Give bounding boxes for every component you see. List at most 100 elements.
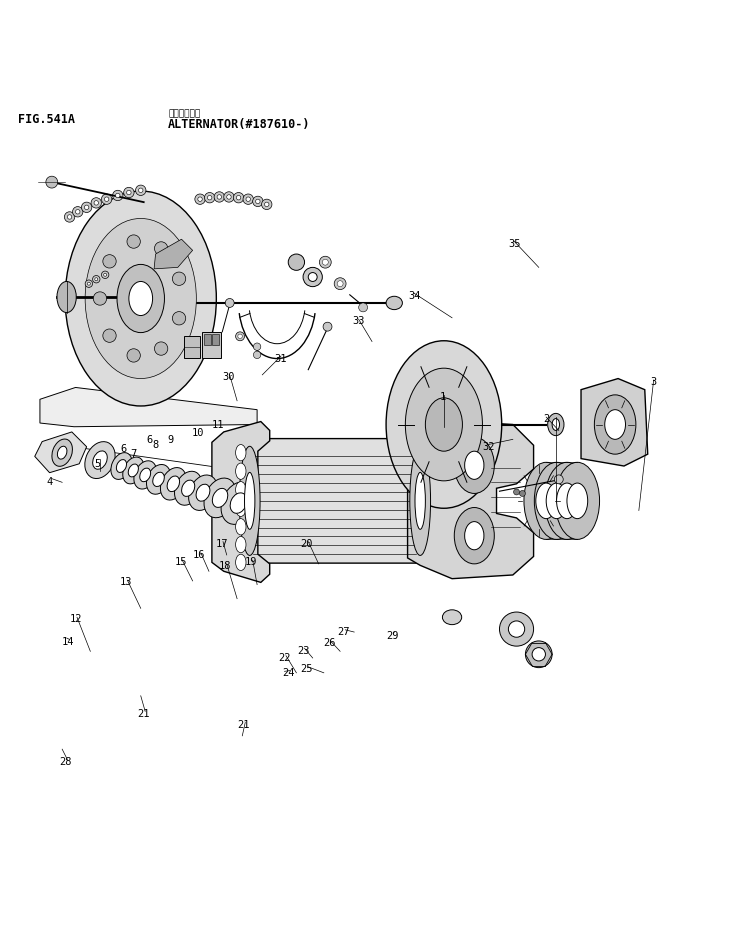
Ellipse shape (161, 468, 186, 500)
Text: 14: 14 (62, 637, 74, 647)
Circle shape (101, 194, 112, 205)
Ellipse shape (236, 444, 246, 461)
Ellipse shape (134, 461, 156, 489)
Text: 4: 4 (46, 478, 53, 487)
Circle shape (65, 212, 74, 223)
Circle shape (337, 280, 343, 287)
Text: 10: 10 (191, 427, 204, 438)
Text: 27: 27 (338, 627, 350, 637)
Polygon shape (212, 422, 270, 583)
Text: 16: 16 (193, 550, 205, 560)
Ellipse shape (140, 468, 150, 482)
Circle shape (68, 215, 72, 219)
Circle shape (81, 202, 92, 212)
Circle shape (253, 196, 263, 207)
Ellipse shape (153, 472, 164, 486)
Circle shape (238, 334, 243, 338)
Text: 7: 7 (130, 449, 136, 459)
Circle shape (262, 199, 272, 209)
Ellipse shape (57, 446, 67, 459)
Text: 33: 33 (353, 316, 365, 326)
Circle shape (254, 352, 261, 358)
Ellipse shape (236, 463, 246, 480)
Ellipse shape (546, 483, 567, 519)
Circle shape (73, 207, 83, 217)
Text: 5: 5 (94, 459, 101, 468)
Text: 6: 6 (121, 444, 126, 454)
Ellipse shape (594, 395, 636, 454)
Circle shape (94, 201, 98, 205)
Text: 11: 11 (211, 420, 224, 430)
Ellipse shape (465, 522, 484, 550)
Ellipse shape (230, 493, 247, 513)
Circle shape (519, 491, 525, 496)
Ellipse shape (548, 413, 564, 436)
Ellipse shape (128, 464, 138, 477)
Ellipse shape (415, 472, 426, 529)
Circle shape (227, 194, 231, 199)
Text: 19: 19 (245, 557, 257, 568)
Circle shape (103, 254, 116, 268)
Circle shape (126, 191, 131, 194)
Text: 17: 17 (215, 539, 228, 549)
Circle shape (127, 349, 141, 362)
Circle shape (246, 197, 251, 201)
Circle shape (124, 187, 134, 197)
Ellipse shape (236, 537, 246, 553)
Ellipse shape (117, 265, 164, 333)
Ellipse shape (221, 482, 256, 525)
Ellipse shape (545, 462, 589, 539)
Circle shape (104, 197, 109, 201)
Text: 31: 31 (275, 353, 287, 364)
Circle shape (525, 641, 552, 668)
Text: 3: 3 (650, 377, 657, 387)
Ellipse shape (236, 482, 246, 498)
Circle shape (224, 192, 234, 202)
Circle shape (214, 192, 225, 202)
Ellipse shape (455, 508, 494, 564)
Text: 29: 29 (385, 631, 398, 640)
Circle shape (322, 259, 328, 266)
Bar (184, 336, 200, 358)
Ellipse shape (465, 452, 484, 480)
Text: 12: 12 (69, 614, 82, 625)
Ellipse shape (236, 519, 246, 535)
Circle shape (101, 271, 109, 279)
Circle shape (127, 235, 141, 248)
Ellipse shape (288, 254, 304, 270)
Ellipse shape (240, 446, 260, 555)
Ellipse shape (426, 397, 463, 452)
Ellipse shape (129, 281, 153, 315)
Ellipse shape (204, 478, 236, 518)
Circle shape (198, 197, 202, 201)
Ellipse shape (605, 410, 626, 439)
Circle shape (103, 273, 106, 276)
Text: 28: 28 (60, 756, 72, 767)
Ellipse shape (303, 267, 322, 287)
Circle shape (256, 199, 260, 204)
Text: 1: 1 (439, 392, 446, 402)
Polygon shape (35, 432, 86, 473)
Ellipse shape (557, 483, 577, 519)
Circle shape (75, 209, 80, 214)
Ellipse shape (147, 465, 170, 495)
Circle shape (554, 475, 563, 483)
Circle shape (155, 342, 168, 355)
Ellipse shape (167, 476, 179, 492)
Ellipse shape (508, 621, 525, 638)
Text: 34: 34 (408, 291, 420, 300)
Ellipse shape (386, 340, 501, 509)
Circle shape (85, 280, 92, 287)
Circle shape (115, 194, 120, 197)
Ellipse shape (308, 273, 317, 281)
Text: 32: 32 (482, 441, 495, 452)
Circle shape (173, 311, 186, 325)
Ellipse shape (534, 462, 579, 539)
Text: 8: 8 (153, 440, 158, 451)
Text: 30: 30 (222, 372, 235, 382)
Circle shape (138, 188, 143, 193)
Polygon shape (581, 379, 648, 466)
Circle shape (205, 193, 215, 203)
Text: 21: 21 (138, 709, 150, 719)
Bar (204, 334, 211, 345)
